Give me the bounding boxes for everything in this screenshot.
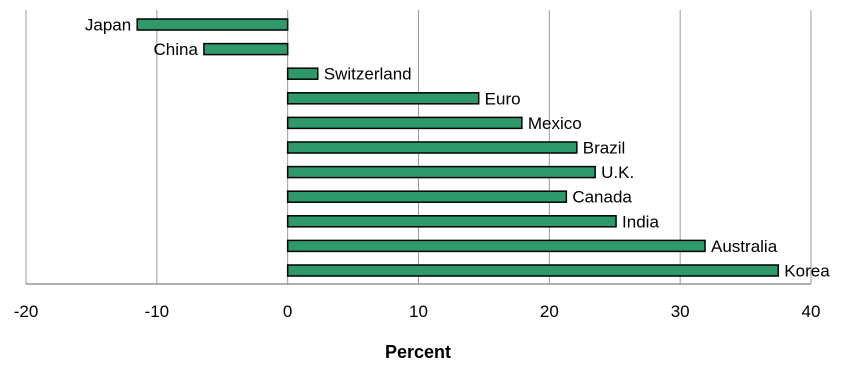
x-tick-label: 20 <box>540 302 559 321</box>
x-axis: -20 -10 0 10 20 30 40 <box>14 283 821 321</box>
bar <box>286 264 780 277</box>
x-tick-label: -10 <box>145 302 170 321</box>
x-axis-title: Percent <box>385 342 451 362</box>
bar-category-label: Japan <box>85 16 131 35</box>
bar <box>286 165 596 179</box>
bar <box>286 190 568 203</box>
bar-category-label: Korea <box>784 262 830 281</box>
x-tick-label: 40 <box>802 302 821 321</box>
bar-category-label: Canada <box>572 188 632 207</box>
bar <box>136 18 289 31</box>
bar-category-label: Australia <box>711 237 778 256</box>
x-tick-label: -20 <box>14 302 39 321</box>
bar-category-label: U.K. <box>601 163 634 182</box>
bar <box>286 141 578 154</box>
x-tick-label: 10 <box>409 302 428 321</box>
bar-category-label: India <box>622 212 659 231</box>
bar-category-label: Brazil <box>583 139 626 158</box>
bar <box>286 92 480 105</box>
bar <box>286 116 523 130</box>
bar <box>203 42 289 56</box>
bar-category-label: Switzerland <box>324 65 412 84</box>
bar-category-label: Euro <box>485 89 521 108</box>
bar-category-label: Mexico <box>528 114 582 133</box>
bar-category-label: China <box>154 40 199 59</box>
bar <box>286 239 706 253</box>
x-tick-label: 30 <box>671 302 690 321</box>
bar <box>286 67 319 80</box>
x-tick-label: 0 <box>283 302 292 321</box>
bar <box>286 215 617 228</box>
